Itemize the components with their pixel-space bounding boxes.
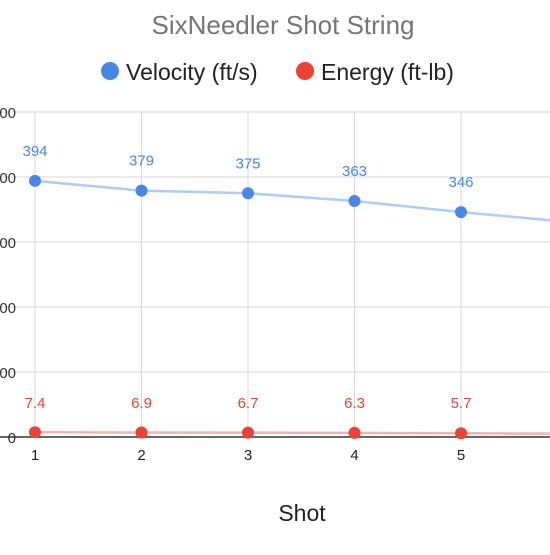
y-tick-label: 0 — [8, 430, 16, 447]
velocity-data-label: 375 — [235, 155, 260, 172]
legend-item-velocity[interactable]: Velocity (ft/s) — [101, 59, 258, 85]
legend-label-velocity: Velocity (ft/s) — [126, 59, 258, 85]
legend-marker-energy — [296, 62, 314, 80]
velocity-point — [242, 187, 254, 200]
energy-point — [242, 426, 254, 439]
gridlines — [0, 111, 550, 438]
x-tick-label: 1 — [31, 447, 39, 464]
y-tick-label: 00 — [0, 170, 16, 187]
velocity-data-label: 379 — [129, 153, 154, 170]
velocity-data-label: 363 — [342, 163, 367, 180]
energy-point — [455, 427, 467, 440]
velocity-point — [29, 174, 41, 187]
energy-data-label: 6.9 — [131, 395, 152, 412]
y-tick-label: 00 — [0, 365, 16, 382]
x-axis-ticks: 1 2 3 4 5 — [31, 447, 465, 464]
legend-item-energy[interactable]: Energy (ft-lb) — [296, 59, 454, 85]
velocity-data-label: 394 — [22, 143, 47, 160]
velocity-point — [348, 195, 361, 208]
energy-point — [29, 426, 41, 439]
chart-title: SixNeedler Shot String — [151, 10, 414, 40]
velocity-point — [455, 206, 467, 219]
energy-data-label: 5.7 — [451, 395, 472, 412]
energy-point — [135, 426, 148, 439]
legend: Velocity (ft/s) Energy (ft-lb) — [101, 59, 454, 85]
energy-point — [348, 426, 361, 439]
energy-data-label: 6.3 — [344, 395, 365, 412]
energy-data-label: 6.7 — [238, 395, 259, 412]
legend-label-energy: Energy (ft-lb) — [321, 59, 454, 85]
velocity-series-line — [34, 179, 550, 222]
x-axis-title: Shot — [278, 500, 326, 526]
x-tick-label: 4 — [350, 447, 358, 464]
x-tick-label: 3 — [244, 447, 252, 464]
y-tick-label: 00 — [0, 235, 16, 252]
energy-series-line — [34, 430, 550, 435]
x-tick-label: 2 — [137, 447, 145, 464]
series — [29, 174, 550, 440]
energy-data-label: 7.4 — [25, 395, 46, 412]
data-labels: 394 379 375 363 346 7.4 6.9 6.7 6.3 5.7 — [22, 143, 473, 412]
y-tick-label: 00 — [0, 105, 16, 122]
legend-marker-velocity — [101, 62, 119, 80]
velocity-data-label: 346 — [448, 174, 473, 191]
x-tick-label: 5 — [457, 447, 465, 464]
y-tick-label: 00 — [0, 300, 16, 317]
velocity-point — [135, 184, 148, 197]
